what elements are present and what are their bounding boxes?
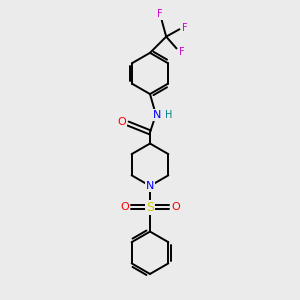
Text: F: F (182, 23, 188, 33)
Text: S: S (146, 201, 154, 214)
Text: N: N (146, 181, 154, 191)
Text: N: N (153, 110, 161, 120)
Text: O: O (120, 202, 129, 212)
Text: H: H (166, 110, 173, 120)
Text: O: O (118, 117, 126, 127)
Text: F: F (158, 9, 163, 19)
Text: F: F (179, 47, 184, 57)
Text: O: O (171, 202, 180, 212)
